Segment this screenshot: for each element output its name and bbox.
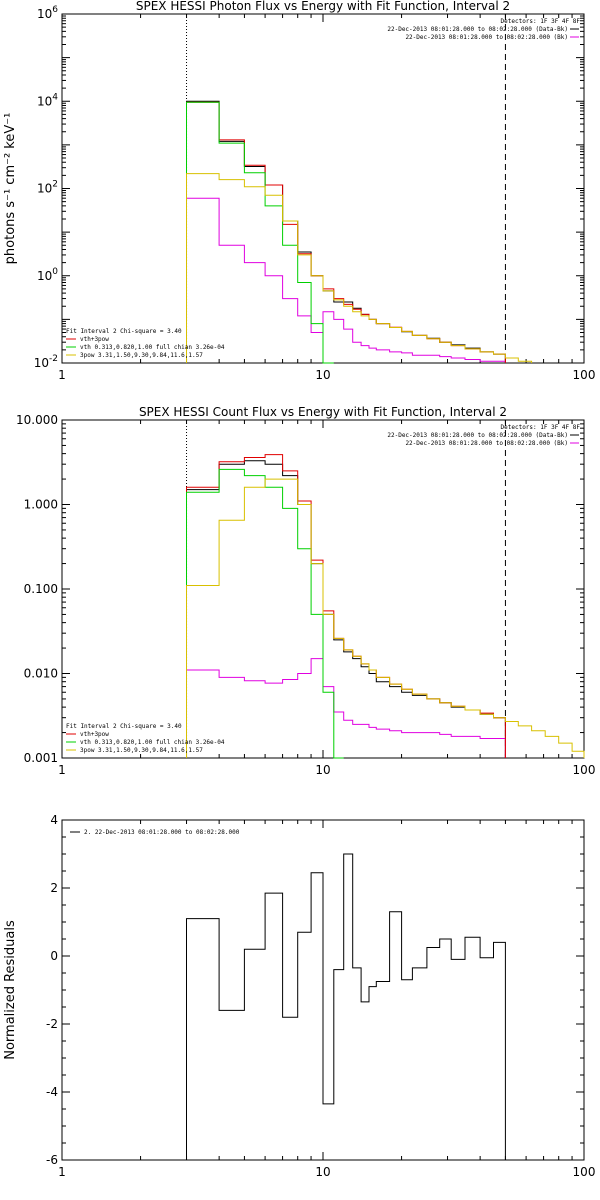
x-tick-label: 1 (58, 1165, 66, 1179)
fit-legend-label: vth 0.313,0.820,1.00 full chian 3.26e-04 (80, 739, 225, 746)
x-tick-label: 1 (58, 763, 66, 777)
legend-label: 22-Dec-2013 08:01:28.000 to 08:02:28.000… (387, 26, 568, 33)
series-line-1 (186, 658, 506, 758)
series-line-3 (186, 468, 344, 759)
fit-info: Fit Interval 2 Chi-square = 3.40 (66, 723, 182, 730)
y-tick-label: 106 (37, 5, 58, 21)
tick-base: 10 (37, 182, 52, 196)
series-line-3 (186, 101, 334, 364)
series-line-0 (186, 460, 506, 758)
y-axis-label: photons s⁻¹ cm⁻² keV⁻¹ (3, 113, 18, 265)
chart-title: SPEX HESSI Photon Flux vs Energy with Fi… (136, 0, 510, 13)
y-tick-label: 10-2 (34, 354, 58, 370)
x-tick-label: 10 (315, 763, 330, 777)
detectors-label: Detectors: 1F 3F 4F 8F (501, 424, 581, 431)
y-tick-label: 4 (50, 813, 58, 827)
count-flux-panel: SPEX HESSI Count Flux vs Energy with Fit… (16, 405, 595, 777)
y-axis-label: Normalized Residuals (3, 920, 18, 1060)
fit-legend-label: 3pow 3.31,1.50,9.30,9.84,11.6,1.57 (80, 352, 203, 359)
y-tick-label: -2 (46, 1017, 58, 1031)
fit-legend-label: vth 0.313,0.820,1.00 full chian 3.26e-04 (80, 344, 225, 351)
series-line-4 (186, 478, 585, 758)
legend-label: 22-Dec-2013 08:01:28.000 to 08:02:28.000… (405, 34, 568, 41)
y-tick-label: 0 (50, 949, 58, 963)
tick-exponent: 0 (52, 267, 58, 277)
y-tick-label: 104 (37, 92, 58, 108)
y-tick-label: -6 (46, 1153, 58, 1167)
fit-legend-label: 3pow 3.31,1.50,9.30,9.84,11.6,1.57 (80, 747, 203, 754)
tick-exponent: -2 (49, 354, 58, 364)
tick-exponent: 4 (52, 92, 58, 102)
detectors-label: Detectors: 1F 3F 4F 8F (501, 18, 581, 25)
y-tick-label: 102 (37, 180, 58, 196)
y-tick-label: 0.001 (24, 751, 58, 765)
x-tick-label: 10 (315, 368, 330, 382)
tick-base: 10 (37, 269, 52, 283)
x-tick-label: 100 (573, 368, 596, 382)
y-tick-label: 1.000 (24, 498, 58, 512)
fit-legend-label: vth+3pow (80, 731, 109, 738)
series-line-4 (186, 173, 533, 363)
tick-exponent: 2 (52, 180, 58, 190)
series-line-1 (186, 197, 506, 363)
y-tick-label: 0.010 (24, 667, 58, 681)
legend-label: 2. 22-Dec-2013 08:01:28.000 to 08:02:28.… (84, 829, 240, 836)
y-tick-label: -4 (46, 1085, 58, 1099)
y-tick-label: 10.000 (16, 413, 58, 427)
x-tick-label: 10 (315, 1165, 330, 1179)
photon-flux-panel: SPEX HESSI Photon Flux vs Energy with Fi… (3, 0, 595, 382)
tick-base: 10 (37, 7, 52, 21)
legend-label: 22-Dec-2013 08:01:28.000 to 08:02:28.000… (387, 432, 568, 439)
x-tick-label: 100 (573, 1165, 596, 1179)
fit-legend-label: vth+3pow (80, 336, 109, 343)
x-tick-label: 100 (573, 763, 596, 777)
x-tick-label: 1 (58, 368, 66, 382)
y-tick-label: 2 (50, 881, 58, 895)
residuals-panel: 1 10 100 4 2 0 -2 -4 -6 Normalized Residuals 2. 22… (3, 813, 595, 1179)
series-line-0 (186, 853, 506, 1160)
series-line-0 (186, 100, 506, 363)
series-line-2 (186, 454, 506, 758)
y-tick-label: 100 (37, 267, 58, 283)
fit-info: Fit Interval 2 Chi-square = 3.40 (66, 328, 182, 335)
tick-base: 10 (34, 356, 49, 370)
y-tick-label: 0.100 (24, 582, 58, 596)
tick-exponent: 6 (52, 5, 58, 15)
tick-base: 10 (37, 94, 52, 108)
legend-label: 22-Dec-2013 08:01:28.000 to 08:02:28.000… (405, 440, 568, 447)
chart-title: SPEX HESSI Count Flux vs Energy with Fit… (139, 405, 507, 419)
